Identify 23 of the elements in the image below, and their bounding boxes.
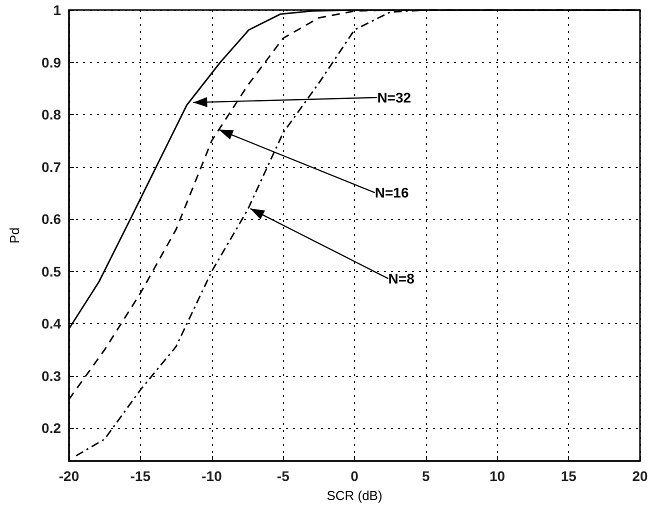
x-axis-title: SCR (dB) bbox=[326, 488, 382, 503]
y-tick-label: 1 bbox=[53, 2, 62, 18]
x-tick-label: 5 bbox=[422, 468, 430, 484]
y-tick-label: 0.9 bbox=[42, 54, 62, 70]
annotation: N=8 bbox=[388, 270, 415, 287]
y-tick-label: 0.8 bbox=[42, 106, 62, 123]
y-tick-label: 0.4 bbox=[42, 316, 62, 332]
y-tick-label: 0.2 bbox=[42, 420, 62, 436]
x-tick-label: -10 bbox=[202, 468, 222, 484]
y-tick-label: 0.3 bbox=[42, 368, 62, 384]
x-tick-label: 15 bbox=[560, 468, 577, 484]
x-tick-label: -5 bbox=[276, 468, 290, 484]
x-tick-label: 20 bbox=[632, 468, 648, 484]
y-tick-label: 0.6 bbox=[42, 211, 62, 228]
x-tick-label: 0 bbox=[350, 468, 359, 484]
x-tick-label: -20 bbox=[58, 468, 80, 484]
annotation: N=32 bbox=[377, 90, 412, 106]
y-axis-title: Pd bbox=[7, 228, 22, 244]
x-tick-label: 10 bbox=[489, 468, 506, 484]
annotation: N=16 bbox=[374, 184, 409, 201]
x-tick-label: -15 bbox=[130, 468, 151, 484]
y-tick-label: 0.5 bbox=[42, 263, 62, 280]
y-tick-label: 0.7 bbox=[42, 158, 62, 175]
